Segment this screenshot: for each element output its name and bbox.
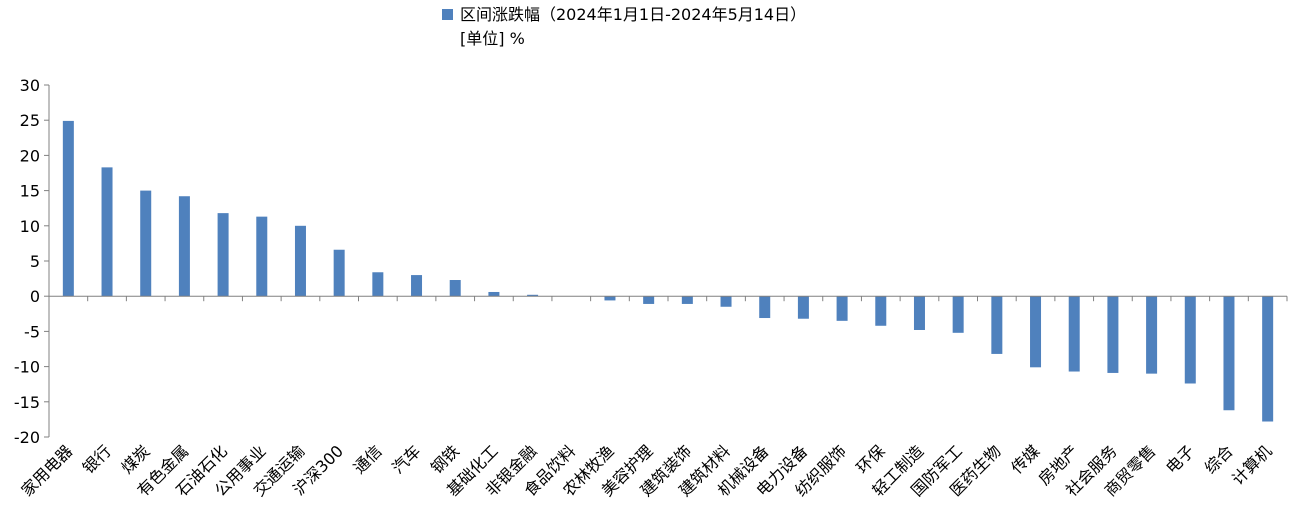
bar (217, 213, 229, 297)
bar (681, 296, 693, 304)
bar (952, 296, 964, 333)
bar (62, 120, 74, 297)
bar (294, 225, 306, 297)
bar (333, 249, 345, 297)
bar (101, 167, 113, 297)
bar (991, 296, 1003, 354)
legend: 区间涨跌幅（2024年1月1日-2024年5月14日） [单位] % (442, 5, 806, 48)
bar (178, 196, 190, 297)
bar (875, 296, 887, 326)
y-axis: 30 25 20 15 10 5 0 -5 -10 -15 -20 (14, 76, 50, 447)
bar (256, 216, 268, 297)
bar (720, 296, 732, 307)
bar (1223, 296, 1235, 411)
unit-note: [单位] % (460, 29, 525, 48)
y-tick-label: 15 (20, 182, 40, 201)
y-tick-label: 25 (20, 111, 40, 130)
bar (913, 296, 925, 330)
bars (62, 120, 1274, 422)
bar (449, 280, 461, 297)
y-tick-label: 30 (20, 76, 40, 95)
y-tick-label: 10 (20, 217, 40, 236)
bar (604, 296, 616, 301)
x-category-label: 电子 (1162, 441, 1198, 477)
x-axis (48, 295, 1288, 302)
x-category-label: 汽车 (388, 441, 424, 477)
bar (1262, 296, 1274, 422)
y-tick-label: 0 (30, 287, 40, 306)
bar (759, 296, 771, 319)
x-category-label: 通信 (350, 441, 386, 477)
y-tick-label: 5 (30, 252, 40, 271)
bar (488, 291, 500, 297)
bar (1030, 296, 1042, 368)
y-tick-label: -5 (24, 322, 40, 341)
legend-swatch (442, 9, 453, 20)
bar (411, 275, 423, 297)
bar (527, 294, 539, 297)
legend-label: 区间涨跌幅（2024年1月1日-2024年5月14日） (460, 5, 806, 24)
y-tick-label: 20 (20, 146, 40, 165)
bar (643, 296, 655, 304)
x-category-label: 银行 (79, 441, 115, 477)
bar (836, 296, 848, 321)
x-category-label: 家用电器 (17, 441, 76, 500)
bar (372, 272, 384, 297)
y-tick-label: -10 (14, 358, 40, 377)
y-tick-label: -15 (14, 393, 40, 412)
x-category-label: 计算机 (1228, 441, 1275, 488)
bar (1146, 296, 1158, 374)
bar (1107, 296, 1119, 373)
bar (140, 190, 152, 297)
y-tick-label: -20 (14, 428, 40, 447)
bar (797, 296, 809, 319)
bar (1184, 296, 1196, 384)
bar (1068, 296, 1080, 372)
